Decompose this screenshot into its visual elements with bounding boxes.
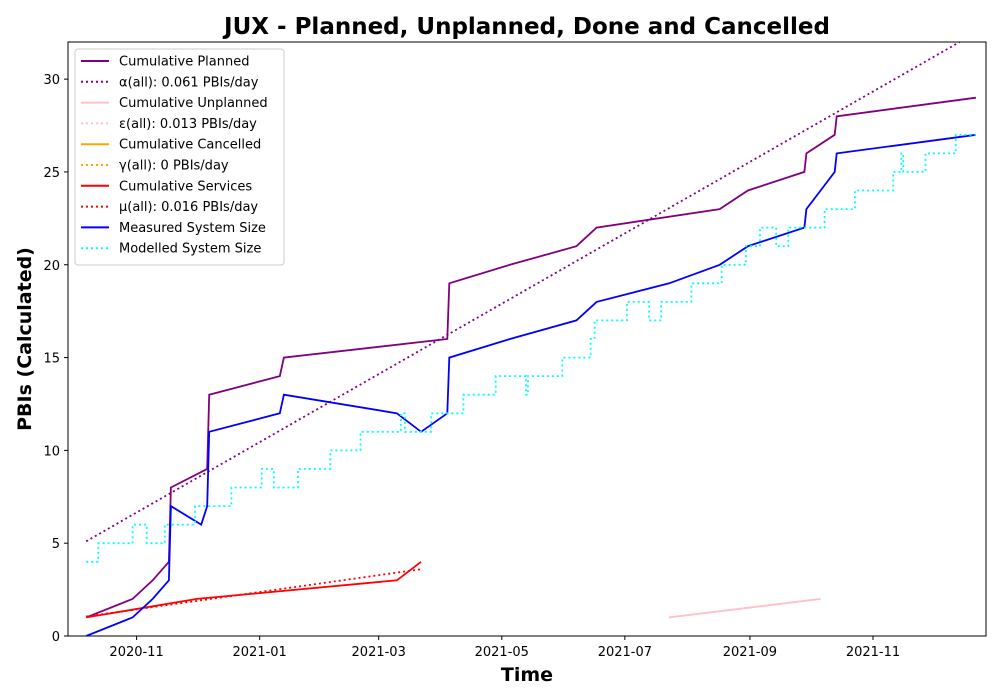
legend-frame: [74, 48, 285, 266]
x-axis-label: Time: [501, 664, 553, 686]
legend-entry: μ(all): 0.016 PBIs/day: [119, 200, 258, 215]
legend-entry: Cumulative Cancelled: [119, 138, 261, 153]
legend-entry: Modelled System Size: [119, 242, 261, 257]
y-tick-label: 15: [43, 352, 60, 367]
y-tick-label: 0: [52, 630, 60, 645]
y-tick-label: 25: [43, 166, 60, 181]
series-line-1: [85, 42, 962, 543]
legend-entry: Cumulative Unplanned: [119, 96, 268, 111]
x-tick-label: 2021-09: [723, 645, 777, 660]
legend-entry: Cumulative Planned: [119, 55, 249, 70]
plot-frame: [67, 41, 987, 637]
x-tick-label: 2021-01: [233, 645, 287, 660]
legend: Cumulative Planned α(all): 0.061 PBIs/day…: [74, 48, 285, 266]
legend-entry: γ(all): 0 PBIs/day: [119, 159, 229, 174]
x-tick-label: 2020-11: [109, 645, 163, 660]
legend-entry: Measured System Size: [119, 221, 266, 236]
x-tick-label: 2021-07: [598, 645, 652, 660]
y-tick-label: 10: [43, 444, 60, 459]
y-tick-label: 30: [43, 73, 60, 88]
y-tick-label: 20: [43, 259, 60, 274]
x-tick-label: 2021-03: [352, 645, 406, 660]
x-tick-label: 2021-11: [846, 645, 900, 660]
legend-entry: Cumulative Services: [119, 179, 252, 194]
y-tick-label: 5: [52, 537, 60, 552]
series-line-8: [85, 133, 977, 636]
y-axis-label: PBIs (Calculated): [14, 247, 36, 431]
chart-title: JUX - Planned, Unplanned, Done and Cance…: [222, 14, 830, 40]
x-axis-ticks: 2020-11 2021-01 2021-03 2021-05 2021-07 2021-…: [109, 636, 900, 660]
legend-entry: ε(all): 0.013 PBIs/day: [119, 117, 257, 132]
series-line-3: [669, 598, 821, 619]
plot-area: 2020-11 2021-01 2021-03 2021-05 2021-07 2021-…: [43, 41, 987, 660]
legend-entry: α(all): 0.061 PBIs/day: [119, 75, 259, 90]
series-layer: [85, 42, 977, 636]
series-line-9: [86, 133, 976, 563]
x-tick-label: 2021-05: [475, 645, 529, 660]
y-axis-ticks: 0 5 10 15 20 25 30: [43, 73, 68, 645]
